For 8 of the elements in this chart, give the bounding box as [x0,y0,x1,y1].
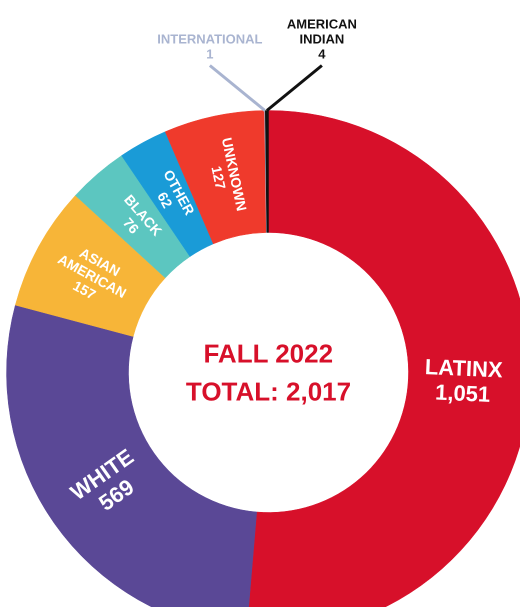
data-label: 4 [318,46,326,62]
data-label: 1,051 [434,380,491,407]
slice-label: LATINX [424,354,504,382]
data-label: 1 [206,46,214,62]
text: FALL 2022 [203,338,334,368]
text: TOTAL: 2,017 [186,376,352,406]
slice-label: INTERNATIONAL [157,32,263,47]
slice-label: AMERICAN INDIAN [286,16,357,47]
